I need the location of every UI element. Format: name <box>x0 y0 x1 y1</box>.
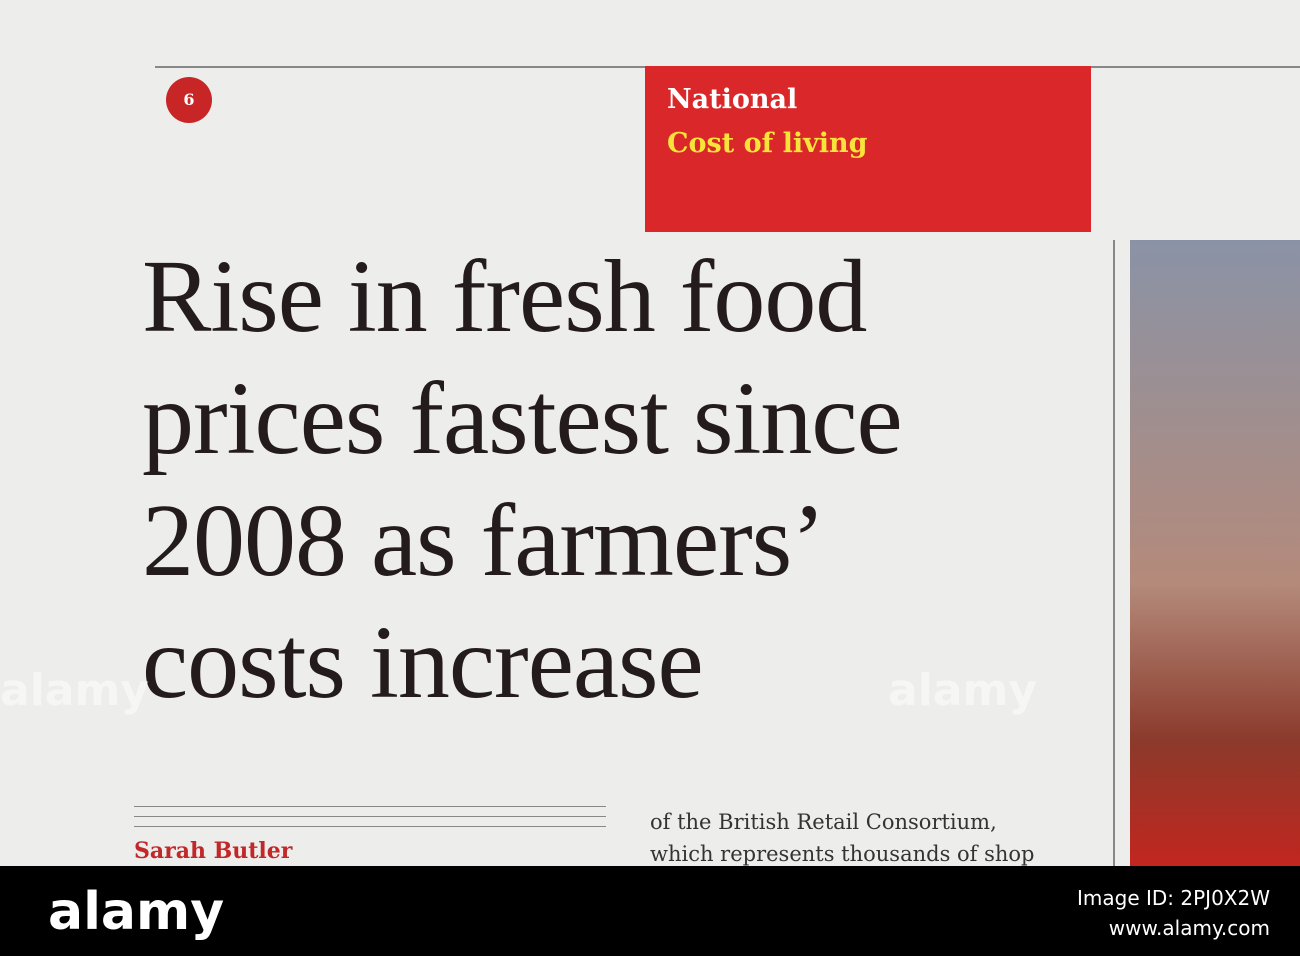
headline: Rise in fresh food prices fastest since … <box>142 236 903 724</box>
photo <box>1130 240 1300 866</box>
watermark: alamy <box>0 665 149 716</box>
body-text: of the British Retail Consortium, which … <box>650 806 1035 866</box>
watermark: alamy <box>888 665 1037 716</box>
body-line: of the British Retail Consortium, <box>650 810 997 834</box>
image-id: Image ID: 2PJ0X2W <box>1077 886 1270 910</box>
headline-line: prices fastest since <box>142 361 903 476</box>
footer: alamy Image ID: 2PJ0X2W www.alamy.com <box>0 866 1300 956</box>
headline-line: Rise in fresh food <box>142 239 867 354</box>
headline-line: costs increase <box>142 605 704 720</box>
byline-rule <box>134 806 606 807</box>
byline-rule <box>134 816 606 817</box>
byline-rule <box>134 826 606 827</box>
section-name: National <box>667 84 798 115</box>
section-topic: Cost of living <box>667 128 868 159</box>
section-box: National Cost of living <box>645 66 1091 232</box>
column-rule <box>1113 240 1115 866</box>
headline-line: 2008 as farmers’ <box>142 483 826 598</box>
footer-brand: alamy <box>48 882 225 942</box>
page-number: 6 <box>166 77 212 123</box>
body-line: which represents thousands of shop <box>650 842 1035 866</box>
newspaper: 6 National Cost of living Rise in fresh … <box>0 0 1300 866</box>
site: www.alamy.com <box>1108 916 1270 940</box>
byline: Sarah Butler <box>134 838 293 864</box>
